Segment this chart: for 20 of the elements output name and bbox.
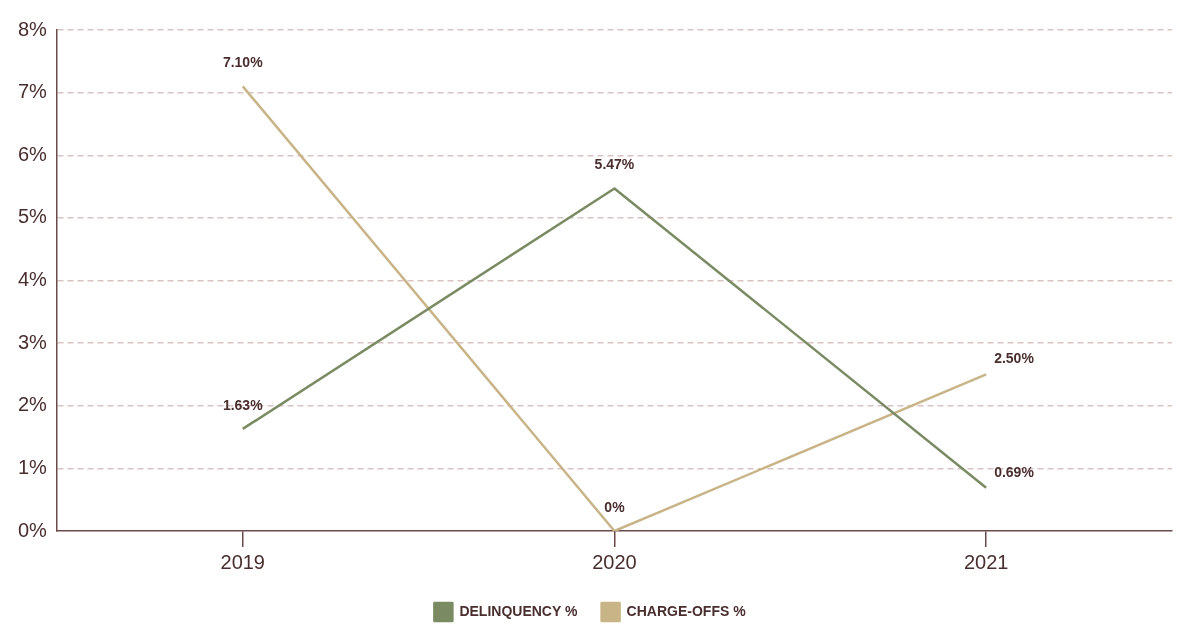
y-tick-label: 6% <box>18 142 48 165</box>
x-tick-label: 2019 <box>220 550 266 573</box>
x-tick-label: 2021 <box>963 550 1009 573</box>
data-label: 0% <box>604 498 626 515</box>
y-tick-label: 2% <box>18 393 48 416</box>
y-tick-label: 0% <box>18 518 48 541</box>
data-label: 2.50% <box>994 350 1035 367</box>
y-tick-label: 7% <box>18 80 48 103</box>
y-tick-label: 4% <box>18 268 48 291</box>
x-tick-label: 2020 <box>592 550 637 573</box>
data-label: 7.10% <box>222 54 264 71</box>
data-label: 0.69% <box>994 463 1035 480</box>
data-label: 1.63% <box>222 396 264 413</box>
y-tick-label: 3% <box>18 330 48 353</box>
legend-label: DELINQUENCY % <box>459 602 578 619</box>
y-tick-label: 5% <box>18 205 48 228</box>
y-tick-label: 1% <box>18 455 48 478</box>
data-label: 5.47% <box>594 156 635 173</box>
legend-label: CHARGE-OFFS % <box>626 602 747 619</box>
y-tick-label: 8% <box>18 17 48 40</box>
